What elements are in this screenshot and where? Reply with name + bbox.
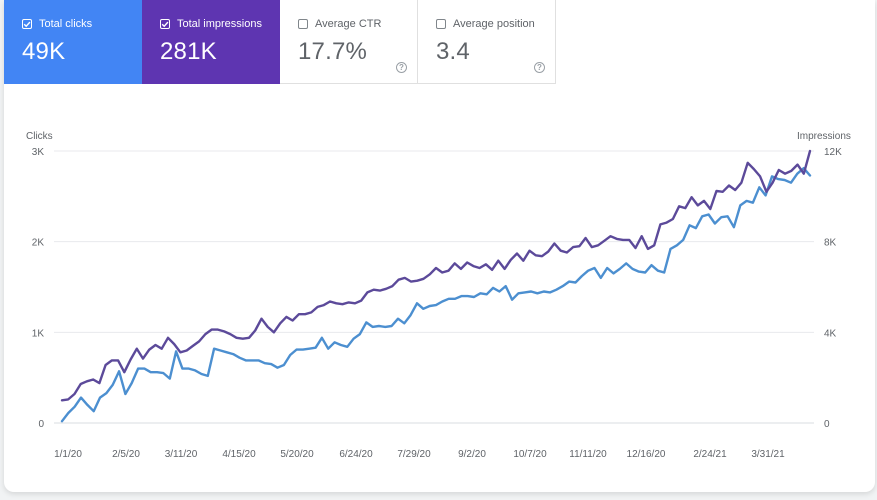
x-tick-label: 3/31/21: [751, 449, 785, 460]
help-icon[interactable]: ?: [396, 62, 407, 73]
left-tick-label: 2K: [32, 238, 45, 249]
x-tick-label: 1/1/20: [54, 449, 82, 460]
x-tick-label: 5/20/20: [280, 449, 314, 460]
metric-label: Total impressions: [177, 18, 262, 30]
performance-card: Total clicks 49K Total impressions 281K …: [4, 0, 875, 492]
series-line-impressions: [60, 149, 812, 402]
left-tick-label: 3K: [32, 147, 45, 158]
x-tick-label: 2/24/21: [693, 449, 727, 460]
x-tick-label: 10/7/20: [513, 449, 547, 460]
metric-label: Average CTR: [315, 18, 382, 30]
metric-tile-impressions[interactable]: Total impressions 281K: [142, 0, 280, 84]
x-tick-label: 3/11/20: [165, 449, 198, 460]
right-tick-label: 12K: [824, 147, 842, 158]
x-tick-label: 12/16/20: [627, 449, 666, 460]
checkbox-checked-icon[interactable]: [160, 19, 170, 29]
series-line-clicks: [60, 166, 812, 423]
left-axis-title: Clicks: [26, 131, 53, 142]
help-icon[interactable]: ?: [534, 62, 545, 73]
x-tick-label: 9/2/20: [458, 449, 486, 460]
left-tick-label: 1K: [32, 328, 45, 339]
right-axis-title: Impressions: [797, 131, 851, 142]
metric-label: Average position: [453, 18, 535, 30]
metric-value: 3.4: [436, 38, 470, 65]
checkbox-unchecked-icon[interactable]: [436, 19, 446, 29]
metric-value: 17.7%: [298, 38, 368, 65]
performance-chart: 0 0 1K 4K 2K 8K 3K 12K 1/1/20 2/5/20 3/11/20 4/15/2…: [32, 147, 842, 460]
metric-tiles: Total clicks 49K Total impressions 281K …: [4, 0, 556, 84]
metric-tile-position[interactable]: Average position 3.4 ?: [418, 0, 556, 84]
metric-label: Total clicks: [39, 18, 93, 30]
right-tick-label: 0: [824, 419, 830, 430]
left-tick-label: 0: [38, 419, 44, 430]
right-tick-label: 4K: [824, 328, 837, 339]
metric-value: 281K: [160, 38, 217, 65]
right-tick-label: 8K: [824, 238, 837, 249]
x-tick-label: 7/29/20: [397, 449, 431, 460]
checkbox-unchecked-icon[interactable]: [298, 19, 308, 29]
metric-tile-clicks[interactable]: Total clicks 49K: [4, 0, 142, 84]
x-tick-label: 6/24/20: [339, 449, 373, 460]
x-tick-label: 4/15/20: [222, 449, 256, 460]
metric-tile-ctr[interactable]: Average CTR 17.7% ?: [280, 0, 418, 84]
checkbox-checked-icon[interactable]: [22, 19, 32, 29]
metric-value: 49K: [22, 38, 66, 65]
x-tick-label: 11/11/20: [569, 449, 607, 460]
x-tick-label: 2/5/20: [112, 449, 140, 460]
